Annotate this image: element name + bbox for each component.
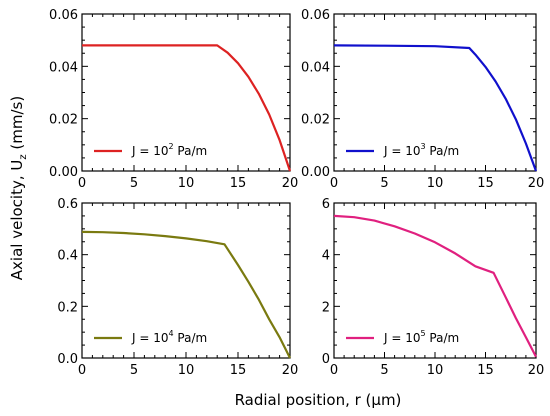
y-tick-label: 6 [322,197,330,212]
y-tick-label: 0.4 [57,249,78,264]
series-line [333,214,537,358]
y-tick-label: 4 [322,249,330,264]
x-tick-label: 15 [477,363,494,378]
panel-2: 0 5 10 15 20 0.00 0.02 0.04 0.06 J = 103 Pa/m [301,8,544,191]
x-tick-label: 10 [178,176,195,191]
x-tick-label: 15 [230,176,247,191]
legend-label: J = 104 Pa/m [131,329,207,345]
x-tick-label: 5 [130,176,138,191]
panel-1: 0 5 10 15 20 0.00 0.02 0.04 0.06 J = 102 Pa/m [49,8,298,191]
y-tick-label: 0.06 [49,8,78,23]
x-tick-label: 0 [78,176,86,191]
y-tick-label: 0.06 [301,8,330,23]
series-line [81,230,291,359]
x-tick-label: 20 [282,363,299,378]
y-tick-label: 0.04 [301,60,330,75]
legend-label: J = 102 Pa/m [131,142,207,158]
x-tick-label: 10 [178,363,195,378]
x-axis-label: Radial position, r (μm) [235,391,402,409]
legend-label: J = 105 Pa/m [383,329,459,345]
y-tick-label: 0.04 [49,60,78,75]
x-tick-label: 5 [380,176,388,191]
y-tick-label: 0.00 [49,165,78,180]
y-tick-label: 0.02 [49,113,78,128]
series-line [333,44,538,172]
legend-label: J = 103 Pa/m [383,142,459,158]
x-tick-label: 20 [528,363,545,378]
y-tick-label: 0.6 [57,197,78,212]
y-tick-label: 0.2 [57,300,78,315]
y-tick-label: 0.00 [301,165,330,180]
panel-4: 0 5 10 15 20 0 2 4 6 J = 105 Pa/m [322,197,545,378]
x-tick-label: 5 [380,363,388,378]
x-tick-label: 0 [330,176,338,191]
panel-3: 0 5 10 15 20 0.0 0.2 0.4 0.6 J = 104 Pa/m [57,197,298,378]
x-tick-label: 20 [528,176,545,191]
x-tick-label: 0 [78,363,86,378]
x-tick-label: 15 [230,363,247,378]
y-tick-label: 0.0 [57,352,78,367]
x-tick-label: 10 [427,363,444,378]
x-tick-label: 15 [477,176,494,191]
y-tick-label: 0.02 [301,113,330,128]
x-tick-label: 5 [130,363,138,378]
y-tick-label: 2 [322,300,330,315]
x-tick-label: 0 [330,363,338,378]
x-tick-label: 10 [427,176,444,191]
x-tick-label: 20 [282,176,299,191]
y-tick-label: 0 [322,352,330,367]
y-axis-label: Axial velocity, Uz (mm/s) [8,96,29,280]
series-line [82,44,292,172]
